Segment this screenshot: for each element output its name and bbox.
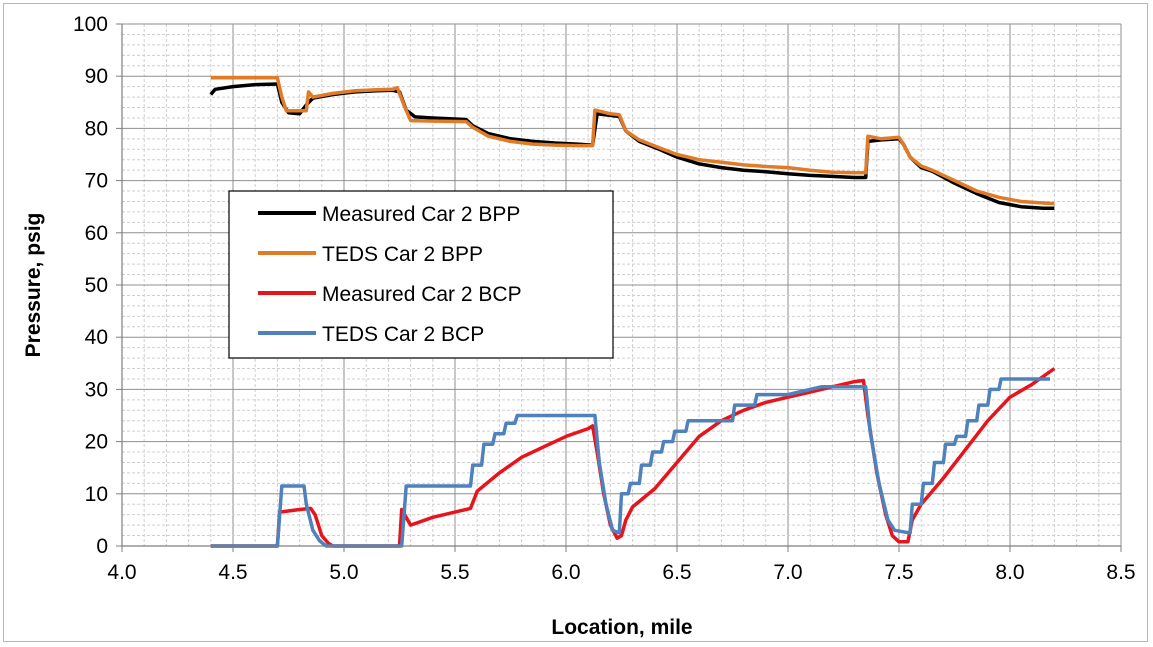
x-tick-label: 8.5: [1106, 561, 1135, 584]
legend-box: [228, 190, 614, 359]
legend-label: TEDS Car 2 BCP: [322, 323, 484, 346]
x-tick-label: 6.0: [551, 561, 580, 584]
y-tick-label: 40: [85, 326, 108, 349]
y-tick-label: 0: [96, 535, 108, 558]
x-tick-label: 7.0: [773, 561, 802, 584]
x-axis-title: Location, mile: [551, 616, 692, 639]
y-tick-label: 90: [85, 65, 108, 88]
x-tick-label: 4.5: [218, 561, 247, 584]
y-tick-label: 60: [85, 222, 108, 245]
x-tick-label: 4.0: [107, 561, 136, 584]
y-tick-label: 10: [85, 483, 108, 506]
y-axis-title: Pressure, psig: [22, 213, 45, 358]
legend: Measured Car 2 BPP TEDS Car 2 BPP Measured…: [228, 190, 614, 359]
y-tick-label: 100: [73, 13, 108, 36]
series-line-teds-car-2-bcp: [210, 377, 1050, 548]
x-tick-label: 6.5: [662, 561, 691, 584]
y-tick-label: 30: [85, 378, 108, 401]
y-tick-label: 70: [85, 170, 108, 193]
x-tick-label: 5.5: [440, 561, 469, 584]
tick-labels: 4.0 4.5 5.0 5.5 6.0 6.5 7.0 7.5 8.0 8.5 0 10 20 30 40 5…: [73, 13, 1136, 584]
legend-label: TEDS Car 2 BPP: [322, 243, 483, 266]
x-tick-label: 5.0: [329, 561, 358, 584]
legend-label: Measured Car 2 BPP: [322, 203, 520, 226]
x-tick-label: 7.5: [884, 561, 913, 584]
y-tick-label: 20: [85, 431, 108, 454]
y-tick-label: 50: [85, 274, 108, 297]
series-line-teds-car-2-bpp: [210, 76, 1055, 206]
legend-label: Measured Car 2 BCP: [322, 283, 522, 306]
y-tick-label: 80: [85, 117, 108, 140]
x-tick-label: 8.0: [995, 561, 1024, 584]
